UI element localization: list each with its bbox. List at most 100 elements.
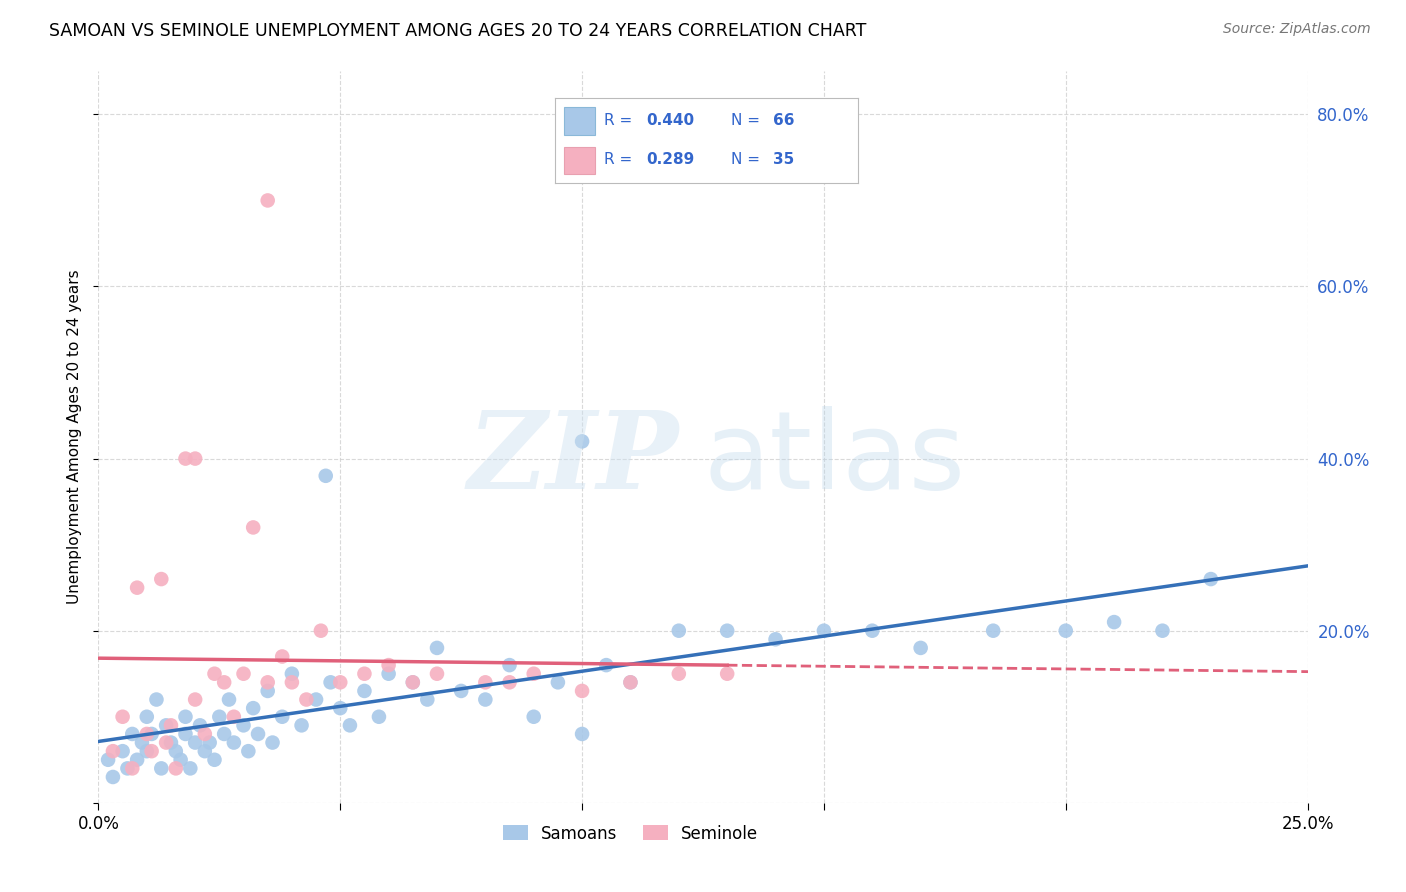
Point xyxy=(135,710,157,724)
Point xyxy=(212,727,235,741)
Point xyxy=(127,581,149,595)
Point xyxy=(1199,572,1222,586)
Point xyxy=(111,710,134,724)
Point xyxy=(595,658,617,673)
Point xyxy=(204,753,226,767)
Text: atlas: atlas xyxy=(703,406,965,512)
Point xyxy=(309,624,332,638)
Text: 66: 66 xyxy=(773,113,794,128)
FancyBboxPatch shape xyxy=(564,147,595,175)
Point xyxy=(101,770,124,784)
Point xyxy=(141,727,163,741)
Point xyxy=(281,675,304,690)
Point xyxy=(101,744,124,758)
Point xyxy=(117,761,139,775)
Point xyxy=(232,718,254,732)
Point xyxy=(305,692,328,706)
Point xyxy=(353,666,375,681)
Point xyxy=(813,624,835,638)
Point xyxy=(150,761,173,775)
Point xyxy=(247,727,270,741)
Point xyxy=(165,761,187,775)
Point xyxy=(353,684,375,698)
Point xyxy=(329,675,352,690)
Point xyxy=(295,692,318,706)
Point xyxy=(339,718,361,732)
Point xyxy=(212,675,235,690)
Point xyxy=(571,727,593,741)
Point xyxy=(474,692,496,706)
Point xyxy=(319,675,342,690)
Point xyxy=(135,727,157,741)
Point xyxy=(184,451,207,466)
Point xyxy=(141,744,163,758)
Point xyxy=(716,624,738,638)
Point xyxy=(368,710,391,724)
Point xyxy=(498,675,520,690)
Point xyxy=(271,710,294,724)
Point xyxy=(668,666,690,681)
Point xyxy=(179,761,201,775)
Point xyxy=(402,675,425,690)
Point xyxy=(222,735,245,749)
Point xyxy=(208,710,231,724)
Point xyxy=(111,744,134,758)
Text: 0.440: 0.440 xyxy=(647,113,695,128)
Point xyxy=(377,658,399,673)
Text: 0.289: 0.289 xyxy=(647,153,695,168)
Point xyxy=(668,624,690,638)
Point xyxy=(194,727,217,741)
Point xyxy=(184,735,207,749)
Text: R =: R = xyxy=(603,153,631,168)
Point xyxy=(498,658,520,673)
Point xyxy=(121,727,143,741)
Point xyxy=(218,692,240,706)
Text: R =: R = xyxy=(603,113,631,128)
Point xyxy=(523,666,546,681)
Point xyxy=(256,675,278,690)
Point xyxy=(474,675,496,690)
Point xyxy=(198,735,221,749)
Text: N =: N = xyxy=(731,113,759,128)
Point xyxy=(426,666,449,681)
Text: Source: ZipAtlas.com: Source: ZipAtlas.com xyxy=(1223,22,1371,37)
Point xyxy=(619,675,641,690)
Point xyxy=(174,451,197,466)
Point xyxy=(127,753,149,767)
Text: 35: 35 xyxy=(773,153,794,168)
Point xyxy=(194,744,217,758)
Point xyxy=(160,735,183,749)
Point xyxy=(571,434,593,449)
Point xyxy=(281,666,304,681)
Point xyxy=(256,194,278,208)
Point xyxy=(174,727,197,741)
Text: ZIP: ZIP xyxy=(467,406,679,512)
Point xyxy=(416,692,439,706)
Point xyxy=(377,666,399,681)
Point xyxy=(547,675,569,690)
Point xyxy=(1102,615,1125,629)
Point xyxy=(204,666,226,681)
Point xyxy=(402,675,425,690)
Point xyxy=(860,624,883,638)
Point xyxy=(222,710,245,724)
Point xyxy=(271,649,294,664)
Point xyxy=(174,710,197,724)
Point xyxy=(256,684,278,698)
Point xyxy=(169,753,191,767)
Point xyxy=(290,718,312,732)
Point xyxy=(184,692,207,706)
Legend: Samoans, Seminole: Samoans, Seminole xyxy=(496,818,765,849)
Point xyxy=(145,692,167,706)
Point xyxy=(619,675,641,690)
Point xyxy=(155,735,177,749)
Point xyxy=(242,520,264,534)
Point xyxy=(765,632,787,647)
Point xyxy=(1152,624,1174,638)
Point xyxy=(315,468,337,483)
Point xyxy=(131,735,153,749)
Point xyxy=(165,744,187,758)
Point xyxy=(716,666,738,681)
Point xyxy=(188,718,211,732)
Point xyxy=(426,640,449,655)
